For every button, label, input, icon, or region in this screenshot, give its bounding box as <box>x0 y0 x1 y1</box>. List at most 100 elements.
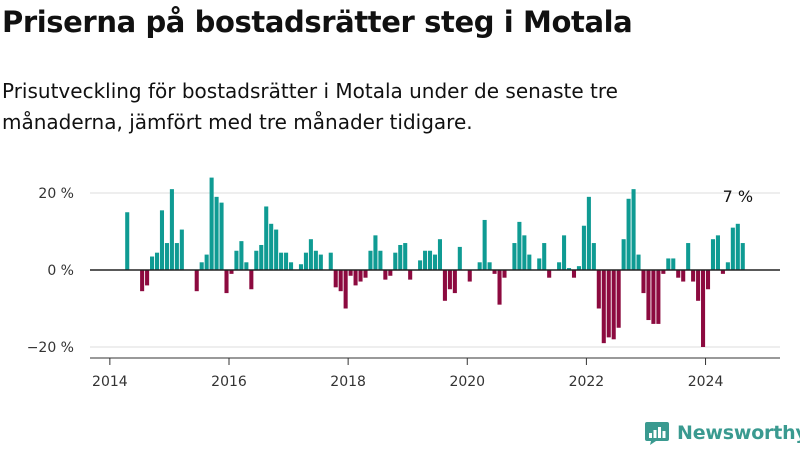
bar-negative <box>452 270 457 294</box>
bar-negative <box>676 270 681 278</box>
bar-negative <box>601 270 606 344</box>
bars <box>125 177 745 347</box>
bar-negative <box>641 270 646 294</box>
bar-negative <box>691 270 696 282</box>
bar-negative <box>701 270 706 347</box>
bar-positive <box>244 262 249 270</box>
x-tick-label: 2024 <box>688 374 724 390</box>
bar-positive <box>631 189 636 270</box>
bar-positive <box>487 262 492 270</box>
bar-positive <box>537 258 542 270</box>
bar-negative <box>442 270 447 301</box>
bar-positive <box>527 254 532 270</box>
bar-positive <box>373 235 378 270</box>
bar-positive <box>169 189 174 270</box>
bar-positive <box>150 256 155 270</box>
bar-positive <box>740 243 745 270</box>
bar-positive <box>437 239 442 270</box>
bar-positive <box>686 243 691 270</box>
bar-positive <box>432 254 438 270</box>
bar-positive <box>313 250 318 270</box>
bar-negative <box>145 270 150 286</box>
newsworthy-logo-icon <box>645 422 669 445</box>
bar-positive <box>586 196 591 270</box>
bar-positive <box>393 252 398 270</box>
newsworthy-logo[interactable]: Newsworthy <box>644 418 800 448</box>
bar-negative <box>611 270 616 340</box>
bar-positive <box>591 243 596 270</box>
x-tick-label: 2018 <box>330 374 366 390</box>
bar-positive <box>725 262 730 270</box>
bar-negative <box>229 270 234 274</box>
bar-positive <box>730 227 735 270</box>
axes: 20 % 0 % −20 % 2014 2016 2018 2020 2022 2024 7 % <box>27 186 780 390</box>
bar-positive <box>219 202 224 271</box>
bar-negative <box>646 270 651 321</box>
bar-negative <box>333 270 338 288</box>
bar-positive <box>199 262 204 270</box>
x-tick-label: 2014 <box>92 374 128 390</box>
bar-negative <box>343 270 348 309</box>
bar-negative <box>363 270 368 278</box>
bar-negative <box>696 270 701 301</box>
bar-positive <box>209 177 214 270</box>
bar-positive <box>174 243 179 270</box>
bar-positive <box>477 262 482 270</box>
y-tick-label: 0 % <box>47 263 74 279</box>
bar-positive <box>239 241 244 271</box>
x-tick-label: 2020 <box>449 374 485 390</box>
bar-positive <box>576 266 581 270</box>
latest-value-label: 7 % <box>723 187 753 206</box>
grid-lines <box>90 192 780 348</box>
bar-positive <box>512 243 517 270</box>
bar-positive <box>378 250 383 270</box>
bar-positive <box>522 235 527 270</box>
bar-positive <box>298 264 304 270</box>
y-tick-label: 20 % <box>38 186 74 202</box>
bar-negative <box>571 270 577 278</box>
bar-positive <box>274 229 279 270</box>
bar-positive <box>269 223 274 270</box>
bar-positive <box>308 239 313 270</box>
bar-negative <box>140 270 145 292</box>
bar-positive <box>204 254 209 270</box>
bar-positive <box>666 258 671 270</box>
bar-negative <box>705 270 711 290</box>
bar-positive <box>159 210 165 270</box>
bar-positive <box>418 260 423 271</box>
bar-positive <box>303 252 308 270</box>
bar-positive <box>289 262 294 270</box>
bar-negative <box>338 270 343 292</box>
bar-positive <box>403 243 408 270</box>
bar-positive <box>710 239 716 270</box>
bar-positive <box>234 250 239 270</box>
bar-negative <box>408 270 413 280</box>
bar-negative <box>467 270 472 282</box>
bar-positive <box>457 246 462 270</box>
bar-negative <box>661 270 666 274</box>
brand-name: Newsworthy <box>677 422 800 444</box>
chart-title: Priserna på bostadsrätter steg i Motala <box>2 5 633 39</box>
bar-positive <box>284 252 289 270</box>
bar-negative <box>547 270 552 278</box>
bar-positive <box>259 244 264 270</box>
bar-positive <box>154 252 160 270</box>
bar-negative <box>383 270 388 280</box>
bar-negative <box>596 270 601 309</box>
bar-negative <box>606 270 611 338</box>
bar-positive <box>715 235 720 270</box>
bar-positive <box>581 225 586 270</box>
bar-negative <box>249 270 254 290</box>
bar-negative <box>194 270 199 292</box>
bar-positive <box>254 250 259 270</box>
bar-positive <box>125 212 130 270</box>
bar-positive <box>318 254 323 270</box>
bar-positive <box>328 252 333 270</box>
bar-positive <box>636 254 641 270</box>
bar-negative <box>388 270 393 276</box>
bar-negative <box>224 270 229 294</box>
x-tick-label: 2022 <box>569 374 605 390</box>
bar-positive <box>264 206 269 270</box>
bar-positive <box>542 243 547 270</box>
bar-negative <box>502 270 507 278</box>
